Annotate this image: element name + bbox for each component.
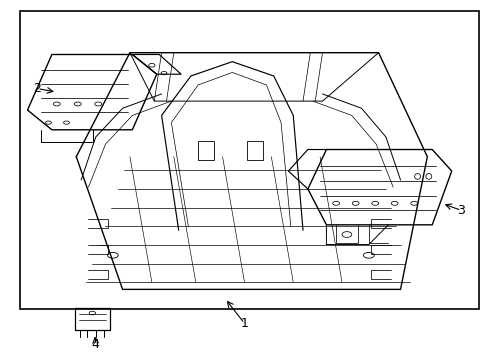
Text: 4: 4 xyxy=(92,338,100,351)
Text: 1: 1 xyxy=(240,317,248,330)
Text: 3: 3 xyxy=(457,204,465,217)
Bar xyxy=(246,140,262,160)
Text: 2: 2 xyxy=(33,82,41,95)
Bar xyxy=(198,140,213,160)
Bar xyxy=(20,12,478,309)
